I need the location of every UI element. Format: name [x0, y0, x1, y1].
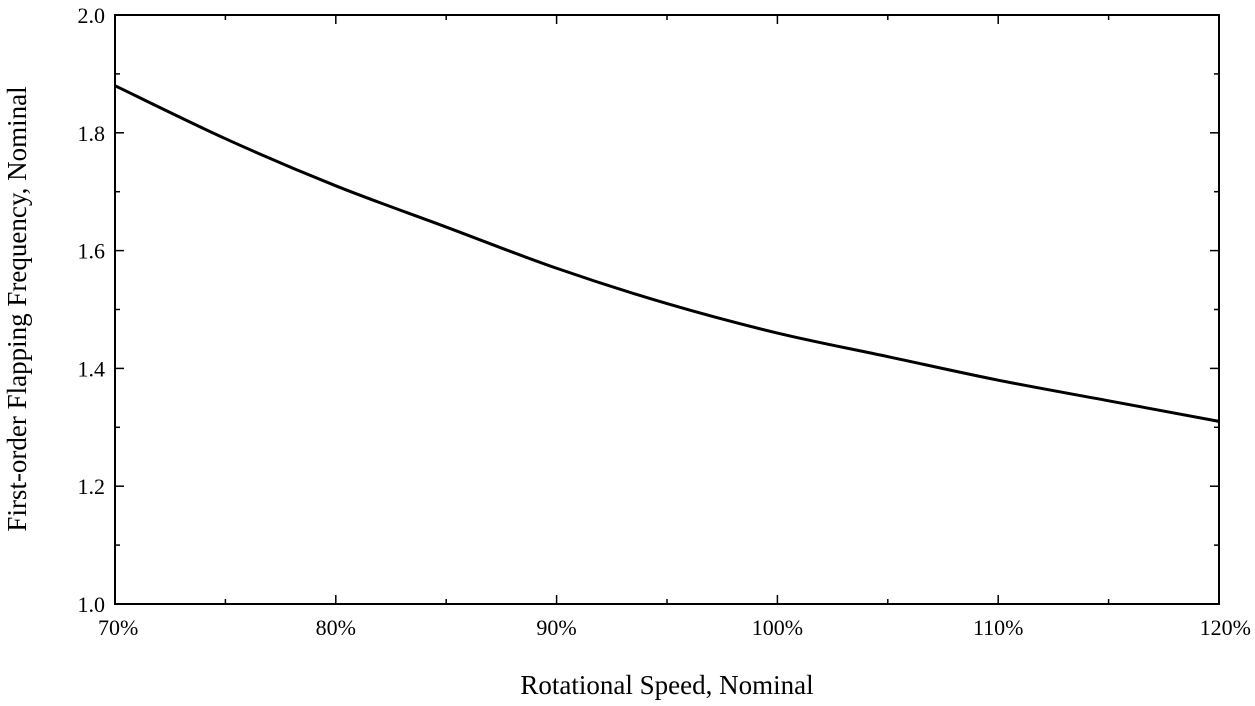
x-tick-label: 120%: [1200, 615, 1251, 640]
x-tick-label: 110%: [973, 615, 1024, 640]
y-tick-label: 1.2: [78, 474, 106, 499]
x-tick-label: 80%: [316, 615, 356, 640]
x-tick-label: 70%: [98, 615, 138, 640]
x-axis-label: Rotational Speed, Nominal: [520, 670, 813, 700]
series-line: [114, 84, 1220, 423]
y-axis-label: First-order Flapping Frequency, Nominal: [2, 86, 32, 531]
tick-marks: [114, 14, 1220, 605]
y-tick-label: 2.0: [78, 3, 106, 28]
y-tick-label: 1.0: [78, 592, 106, 617]
tick-labels: 70% 80% 90% 100% 110% 120% 1.0 1.2 1.4 1.6 1.8 2.0: [78, 3, 1252, 640]
y-tick-label: 1.4: [78, 356, 106, 381]
x-tick-label: 90%: [536, 615, 576, 640]
x-tick-label: 100%: [752, 615, 803, 640]
y-tick-label: 1.6: [78, 239, 106, 264]
plot-frame: [114, 14, 1220, 605]
y-tick-label: 1.8: [78, 121, 106, 146]
